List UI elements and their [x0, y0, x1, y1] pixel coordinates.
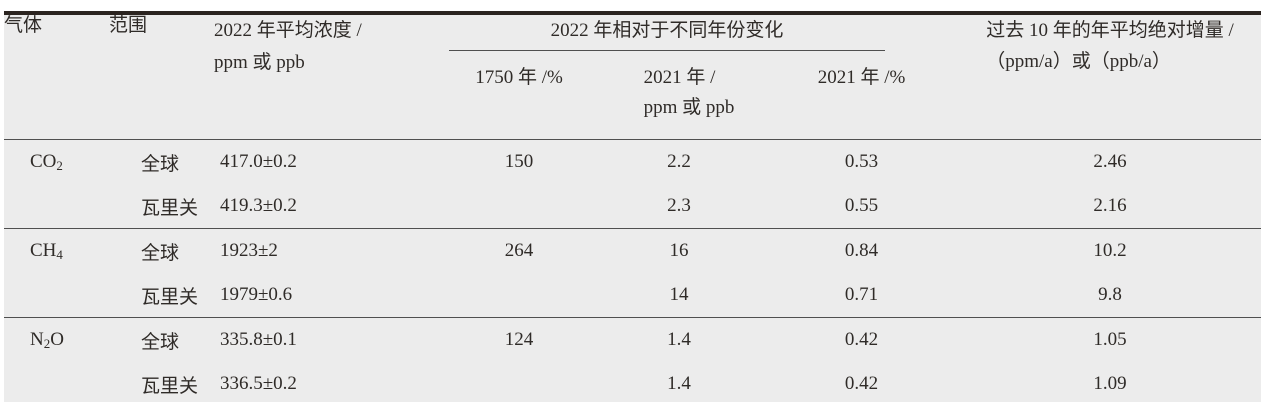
header-decade-increment-line1: 过去 10 年的年平均绝对增量 / — [986, 20, 1234, 41]
scope-cell: 全球 — [109, 228, 214, 273]
table-row: CO2 全球 417.0±0.2 150 2.2 0.53 2.46 — [4, 140, 1261, 185]
vs-2021-pct-cell: 0.42 — [844, 373, 879, 394]
gas-formula-subscript: 2 — [56, 157, 63, 173]
header-2021-pct: 2021 年 /% — [764, 51, 959, 140]
table-block: 气体 范围 2022 年平均浓度 / ppm 或 ppb 2022 年相对于不同… — [4, 11, 1261, 402]
conc-2022-cell: 336.5±0.2 — [220, 373, 297, 394]
scope-cell: 全球 — [141, 153, 180, 175]
gas-formula-base: CH — [30, 240, 57, 261]
vs-2021-cell: 1.4 — [594, 317, 764, 362]
gas-formula-cell — [4, 184, 109, 229]
header-2021-conc-line1: 2021 年 / — [643, 67, 716, 88]
scope-cell: 全球 — [109, 317, 214, 362]
gas-formula-subscript: 4 — [56, 246, 63, 262]
decade-increment-cell: 10.2 — [959, 228, 1261, 273]
decade-increment-cell: 9.8 — [1098, 284, 1122, 305]
vs-1750-cell: 150 — [504, 151, 534, 172]
header-scope: 范围 — [109, 13, 214, 140]
vs-1750-cell — [444, 362, 594, 402]
header-row-2: 1750 年 /% 2021 年 / ppm 或 ppb 2021 年 /% — [4, 51, 1261, 140]
vs-2021-cell: 1.4 — [667, 373, 691, 394]
vs-1750-cell — [444, 184, 594, 229]
vs-2021-pct-cell: 0.55 — [844, 195, 879, 216]
vs-2021-cell: 2.3 — [667, 195, 691, 216]
header-2021-conc-line2: ppm 或 ppb — [643, 97, 735, 118]
table-row: CH4 全球 1923±2 264 16 0.84 10.2 — [4, 228, 1261, 273]
table-row: N2O 全球 335.8±0.1 124 1.4 0.42 1.05 — [4, 317, 1261, 362]
vs-2021-cell: 2.2 — [667, 151, 691, 172]
conc-2022-cell: 1923±2 — [214, 228, 444, 273]
gas-formula-cell: CO2 — [4, 140, 109, 185]
vs-2021-cell: 16 — [594, 228, 764, 273]
vs-2021-pct-cell: 0.53 — [844, 151, 879, 172]
header-change-spanner: 2022 年相对于不同年份变化 — [444, 13, 959, 51]
header-2021-conc-block: 2021 年 / ppm 或 ppb — [644, 63, 735, 123]
table-header: 气体 范围 2022 年平均浓度 / ppm 或 ppb 2022 年相对于不同… — [4, 13, 1261, 140]
vs-1750-cell — [444, 273, 594, 318]
decade-increment-cell: 2.16 — [1093, 195, 1127, 216]
vs-1750-cell: 124 — [444, 317, 594, 362]
vs-2021-pct-cell: 0.84 — [764, 228, 959, 273]
header-conc-2022-line2: ppm 或 ppb — [214, 52, 305, 73]
scope-cell: 瓦里关 — [141, 375, 199, 397]
gas-formula-subscript: 2 — [43, 335, 51, 351]
gas-formula-base: N — [30, 329, 44, 350]
header-conc-2022-line1: 2022 年平均浓度 / — [214, 20, 362, 41]
gas-formula-base: CO — [30, 151, 57, 172]
gas-formula-cell — [4, 273, 109, 318]
decade-increment-cell: 2.46 — [1093, 151, 1127, 172]
gas-formula-cell: CH4 — [4, 228, 109, 273]
header-decade-increment-block: 过去 10 年的年平均绝对增量 / （ppm/a）或（ppb/a） — [986, 15, 1234, 77]
header-2021-conc: 2021 年 / ppm 或 ppb — [594, 51, 764, 140]
vs-2021-cell: 14 — [669, 284, 689, 305]
header-decade-increment-line2: （ppm/a）或（ppb/a） — [986, 51, 1171, 72]
scope-cell: 瓦里关 — [141, 286, 199, 308]
vs-1750-cell: 264 — [444, 228, 594, 273]
header-decade-increment: 过去 10 年的年平均绝对增量 / （ppm/a）或（ppb/a） — [959, 13, 1261, 140]
vs-2021-pct-cell: 0.42 — [764, 317, 959, 362]
conc-2022-cell: 417.0±0.2 — [220, 151, 297, 172]
header-gas: 气体 — [4, 13, 109, 140]
scope-cell: 瓦里关 — [141, 197, 199, 219]
header-1750-pct: 1750 年 /% — [444, 51, 594, 140]
conc-2022-cell: 419.3±0.2 — [220, 195, 297, 216]
gas-formula-cell — [4, 362, 109, 402]
table-row: 瓦里关 336.5±0.2 1.4 0.42 1.09 — [4, 362, 1261, 402]
decade-increment-cell: 1.09 — [1093, 373, 1127, 394]
decade-increment-cell: 1.05 — [959, 317, 1261, 362]
header-change-spanner-label: 2022 年相对于不同年份变化 — [449, 20, 885, 51]
header-row-1: 气体 范围 2022 年平均浓度 / ppm 或 ppb 2022 年相对于不同… — [4, 13, 1261, 140]
table-row: 瓦里关 419.3±0.2 2.3 0.55 2.16 — [4, 184, 1261, 229]
gas-formula-tail: O — [50, 329, 64, 350]
gases-table: 气体 范围 2022 年平均浓度 / ppm 或 ppb 2022 年相对于不同… — [4, 11, 1261, 402]
vs-2021-pct-cell: 0.71 — [844, 284, 879, 305]
gas-formula-cell: N2O — [4, 317, 109, 362]
conc-2022-cell: 1979±0.6 — [220, 284, 293, 305]
table-row: 瓦里关 1979±0.6 14 0.71 9.8 — [4, 273, 1261, 318]
header-conc-2022: 2022 年平均浓度 / ppm 或 ppb — [214, 13, 444, 140]
conc-2022-cell: 335.8±0.1 — [214, 317, 444, 362]
table-body: CO2 全球 417.0±0.2 150 2.2 0.53 2.46 瓦里关 419.3±0.2… — [4, 140, 1261, 402]
